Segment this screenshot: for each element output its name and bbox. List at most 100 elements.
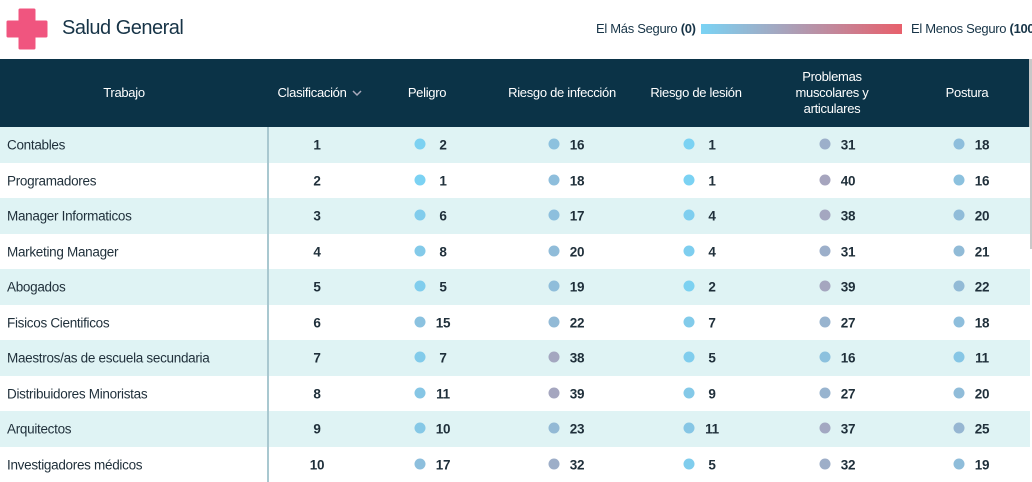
score-dot [953,351,965,363]
rank: 9 [313,421,321,437]
score: 6 [439,208,447,224]
score: 31 [840,244,856,259]
column-header: Riesgo de lesión [650,85,742,100]
score-dot [683,422,695,434]
score: 18 [974,137,990,153]
job-name: Abogados [7,279,66,295]
table-row: Abogados 5 5 19 2 39 22 [0,269,1030,305]
legend-gradient [701,24,902,34]
score: 11 [705,421,719,437]
score-dot [548,280,560,292]
score: 22 [569,315,585,330]
score-dot [414,245,426,256]
score-dot [953,174,965,185]
score-dot [414,351,426,363]
title: Salud General [62,17,184,39]
score: 16 [569,137,585,153]
score-dot [683,138,695,150]
job-name: Arquitectos [7,421,72,437]
score-dot [953,245,965,256]
sort-icon[interactable] [352,89,362,97]
score: 39 [569,386,585,401]
score-dot [953,422,965,434]
score: 5 [439,279,447,295]
score-dot [683,387,695,398]
score: 25 [974,421,990,437]
score-dot [819,351,831,363]
score-dot [953,458,965,469]
legend-low-label: El Más Seguro [596,21,678,36]
job-name: Programadores [7,173,97,188]
score: 31 [840,137,856,153]
score: 20 [974,208,990,224]
score-dot [414,280,426,292]
score: 32 [569,457,585,472]
score: 4 [708,208,716,224]
score-dot [414,174,426,185]
score: 40 [840,173,856,188]
table-header: Trabajo Clasificación Peligro Riesgo de inf… [0,59,1030,127]
score-dot [548,245,560,256]
score-dot [548,316,560,327]
column-divider [267,127,269,482]
score: 20 [974,386,990,401]
score-dot [819,422,831,434]
job-name: Marketing Manager [7,244,119,259]
score-dot [819,280,831,292]
score-dot [819,387,831,398]
score-dot [548,174,560,185]
score: 27 [840,315,856,330]
column-header: Riesgo de infección [508,85,616,100]
job-name: Manager Informaticos [7,208,132,224]
legend-low-value: (0) [680,21,696,36]
score: 39 [840,279,856,295]
score: 19 [974,457,990,472]
score: 17 [435,457,451,472]
rank: 1 [313,137,321,153]
score-dot [414,316,426,327]
score: 18 [569,173,585,188]
score: 23 [569,421,585,437]
rank: 10 [309,457,325,472]
column-header[interactable]: Clasificación [277,85,347,100]
score: 18 [974,315,990,330]
table-row: Fisicos Cientificos 6 15 22 7 27 18 [0,304,1030,340]
score-dot [414,387,426,398]
legend-low: El Más Seguro (0) [596,21,696,36]
job-name: Maestros/as de escuela secundaria [7,350,210,366]
column-header: Postura [945,85,989,100]
score: 32 [840,457,856,472]
score: 37 [840,421,856,437]
score-dot [548,422,560,434]
job-name: Fisicos Cientificos [7,315,110,330]
score: 27 [840,386,856,401]
score: 2 [439,137,447,153]
job-name: Contables [7,137,66,153]
scrollbar [1029,59,1032,249]
score-dot [548,351,560,363]
table-row: Arquitectos 9 10 23 11 37 25 [0,411,1030,447]
score: 5 [708,350,716,366]
legend-high-label: El Menos Seguro [911,21,1007,36]
column-header: Peligro [407,85,447,100]
score-dot [819,209,831,221]
table-row: Maestros/as de escuela secundaria 7 7 38 5 16… [0,340,1030,376]
score: 7 [439,350,447,366]
column-header: Trabajo [103,85,145,100]
score-dot [548,387,560,398]
score: 19 [569,279,585,295]
table-row: Manager Informaticos 3 6 17 4 38 20 [0,198,1030,234]
score-dot [819,458,831,469]
column-header: Problemas muscolares y articulares [795,69,869,116]
score: 1 [708,173,716,188]
score-dot [548,458,560,469]
score: 16 [974,173,990,188]
score-dot [953,138,965,150]
score-dot [953,316,965,327]
score: 20 [569,244,585,259]
score: 1 [708,137,716,153]
rank: 2 [313,173,321,188]
table-row: Contables 1 2 16 1 31 18 [0,127,1030,163]
score-dot [683,209,695,221]
